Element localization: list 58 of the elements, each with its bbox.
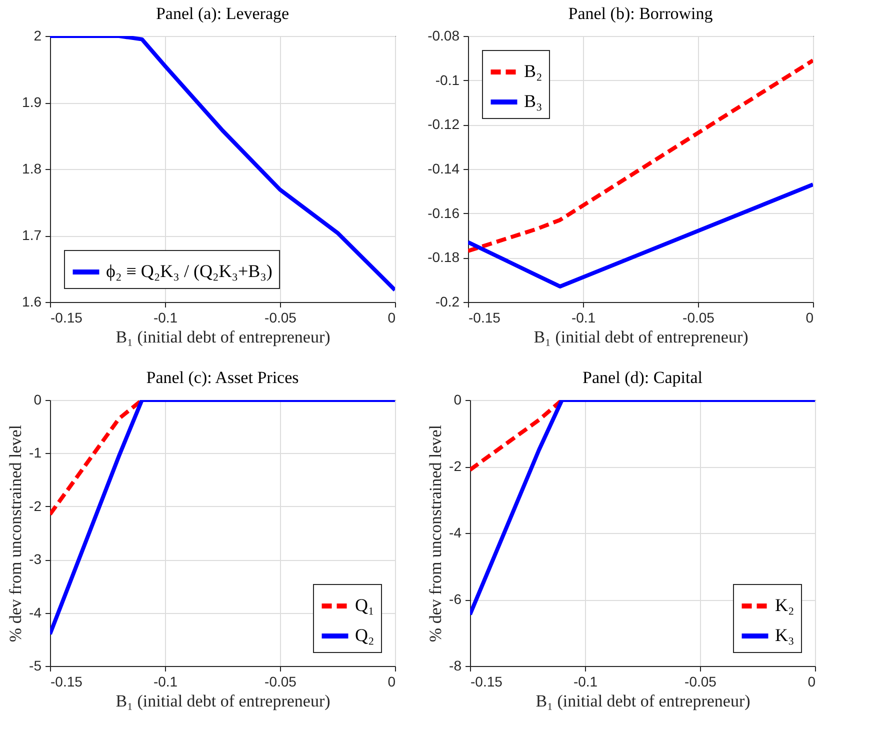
y-tick-label: -0.1	[435, 72, 460, 88]
x-tick-label: 0	[388, 674, 396, 690]
y-tick-label: 1.6	[22, 294, 42, 310]
x-axis-title: B₁ (initial debt of entrepreneur)	[116, 328, 330, 346]
x-tick-label: -0.05	[684, 674, 717, 690]
y-tick-label: -0.08	[428, 28, 460, 44]
x-tick-label: -0.05	[264, 310, 297, 326]
chart-title: Panel (a): Leverage	[156, 4, 290, 23]
y-tick-label: -2	[29, 498, 42, 514]
x-tick-label: -0.15	[470, 674, 503, 690]
y-tick-label: -1	[29, 444, 42, 461]
legend-label: K₂	[775, 595, 794, 615]
chart-title: Panel (c): Asset Prices	[146, 368, 299, 387]
legend-label: B₃	[524, 91, 542, 111]
y-tick-label: 0	[34, 392, 42, 408]
x-tick-label: -0.15	[50, 674, 83, 690]
legend-label: K₃	[775, 625, 794, 645]
x-tick-label: 0	[388, 310, 396, 326]
y-tick-label: -8	[449, 658, 462, 674]
y-tick-label: 0	[454, 392, 462, 408]
y-tick-label: 1.9	[22, 94, 42, 110]
y-tick-label: 1.8	[22, 160, 42, 176]
y-tick-label: 1.7	[22, 227, 42, 243]
y-tick-label: -0.12	[428, 116, 460, 132]
x-axis-title: B₁ (initial debt of entrepreneur)	[534, 328, 748, 346]
y-axis-title: % dev from unconstrained level	[6, 424, 26, 642]
y-tick-label: -0.18	[428, 249, 460, 266]
x-tick-label: 0	[806, 310, 814, 326]
y-tick-label: 2	[34, 28, 42, 44]
x-tick-label: -0.1	[153, 674, 178, 690]
x-axis-title: B₁ (initial debt of entrepreneur)	[536, 692, 750, 710]
line-series	[468, 182, 813, 288]
x-tick-label: -0.15	[50, 310, 83, 326]
chart-title: Panel (b): Borrowing	[568, 4, 714, 23]
y-tick-label: -6	[449, 591, 462, 607]
x-axis-title: B₁ (initial debt of entrepreneur)	[116, 692, 330, 710]
x-tick-label: -0.05	[682, 310, 715, 326]
line-series	[468, 58, 813, 254]
legend-label: B₂	[524, 61, 542, 81]
x-tick-label: -0.1	[573, 674, 598, 690]
y-tick-label: -4	[29, 604, 42, 620]
y-tick-label: -0.16	[428, 204, 460, 221]
y-tick-label: -3	[29, 551, 42, 568]
x-tick-label: -0.15	[468, 310, 501, 326]
y-axis-title: % dev from unconstrained level	[426, 424, 446, 642]
x-tick-label: -0.1	[571, 310, 596, 326]
y-tick-label: -0.14	[428, 160, 460, 176]
x-tick-label: 0	[808, 674, 816, 690]
y-tick-label: -4	[449, 524, 462, 540]
x-tick-label: -0.1	[153, 310, 178, 326]
y-tick-label: -5	[29, 658, 42, 674]
y-tick-label: -0.2	[435, 294, 460, 310]
chart-title: Panel (d): Capital	[582, 368, 703, 387]
x-tick-label: -0.05	[264, 674, 297, 690]
y-tick-label: -2	[449, 458, 462, 474]
legend-label: Q₂	[355, 625, 374, 645]
legend-label: ϕ₂ ≡ Q₂K₃ / (Q₂K₃+B₃)	[106, 261, 272, 281]
legend-label: Q₁	[355, 595, 374, 615]
